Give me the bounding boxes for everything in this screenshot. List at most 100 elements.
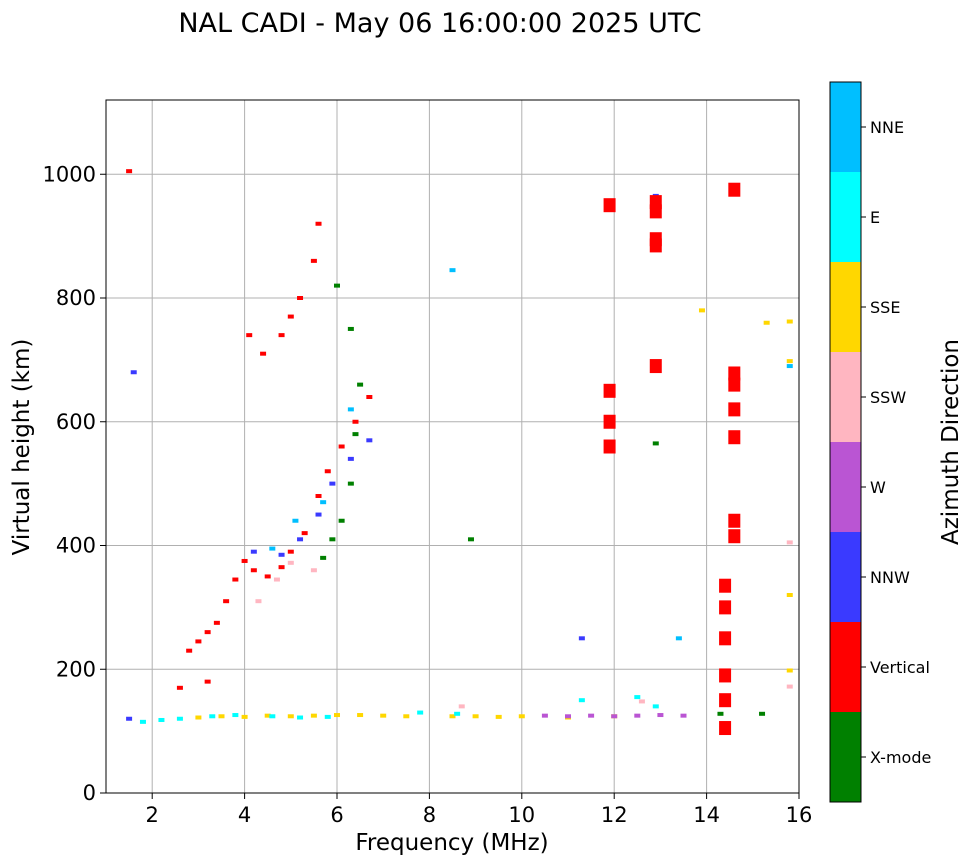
colorbar-frame [829, 81, 862, 803]
data-point [287, 714, 294, 719]
colorbar-swatch [830, 172, 861, 262]
data-point [218, 714, 225, 719]
data-point [728, 366, 741, 381]
plot-background [106, 100, 799, 793]
series-vertical [603, 195, 662, 454]
data-point [588, 713, 595, 718]
data-point [273, 577, 280, 582]
data-point [786, 593, 793, 597]
data-point [366, 395, 373, 399]
data-point [657, 713, 664, 718]
plot-area [105, 99, 800, 794]
data-point [278, 565, 285, 570]
data-point [310, 713, 317, 718]
data-point [352, 419, 359, 424]
data-point [403, 714, 410, 719]
data-point [246, 333, 253, 338]
data-point [310, 258, 317, 263]
data-point [278, 333, 285, 338]
colorbar-tick-label: NNW [870, 568, 910, 587]
data-point [287, 549, 294, 554]
data-point [195, 639, 202, 644]
data-point [541, 713, 548, 718]
y-axis: 0 200 400 600 800 1000 [43, 162, 106, 805]
data-point [652, 441, 659, 446]
y-tick-label: 1000 [43, 162, 96, 186]
data-point [728, 430, 741, 445]
data-point [352, 432, 359, 437]
data-point [634, 713, 641, 718]
data-point [250, 568, 257, 573]
chart-title: NAL CADI - May 06 16:00:00 2025 UTC [178, 8, 701, 39]
colorbar-swatch [830, 352, 861, 442]
data-point [565, 714, 571, 719]
data-point [264, 713, 271, 718]
data-point [728, 529, 741, 544]
colorbar: X-mode Vertical NNW W SSW SSE E NNE [829, 81, 931, 803]
data-point [719, 631, 732, 646]
data-point [324, 714, 331, 719]
y-axis-label: Virtual height (km) [9, 339, 35, 556]
data-point [297, 537, 304, 542]
data-point [347, 326, 354, 331]
colorbar-swatch [830, 82, 861, 172]
data-point [139, 719, 146, 724]
data-point [786, 359, 793, 364]
data-point [264, 574, 271, 579]
data-point [186, 648, 193, 653]
data-point [204, 630, 211, 635]
colorbar-label: Azimuth Direction [938, 339, 964, 545]
data-point [232, 713, 239, 718]
data-point [310, 568, 317, 573]
series-nne [269, 268, 793, 641]
data-point [195, 715, 202, 720]
data-point [638, 699, 645, 704]
data-point [518, 714, 525, 719]
data-point [719, 578, 732, 593]
data-point [347, 481, 354, 486]
data-point [334, 283, 340, 288]
x-axis-label: Frequency (MHz) [355, 830, 548, 856]
data-point [176, 685, 183, 690]
series-vertical [719, 578, 732, 736]
data-point [719, 600, 732, 615]
data-point [472, 714, 479, 719]
colorbar-tick-label: E [870, 208, 880, 227]
data-point [380, 713, 387, 718]
data-point [250, 549, 257, 554]
y-tick-label: 200 [56, 657, 96, 681]
colorbar-swatch [830, 262, 861, 352]
data-point [603, 198, 616, 213]
data-point [232, 577, 239, 582]
data-point [269, 546, 276, 551]
x-tick-label: 2 [146, 803, 159, 827]
series-w [541, 713, 687, 719]
data-point [675, 636, 682, 641]
data-point [719, 721, 732, 736]
data-point [578, 698, 585, 703]
y-tick-label: 0 [83, 781, 96, 805]
x-tick-label: 8 [423, 803, 436, 827]
data-point [728, 182, 741, 197]
data-point [329, 481, 336, 486]
data-point [366, 438, 373, 443]
colorbar-swatch [830, 712, 861, 802]
colorbar-tick-label: X-mode [870, 748, 931, 767]
data-point [260, 351, 267, 356]
data-point [241, 558, 248, 563]
data-point [320, 555, 327, 560]
data-point [329, 537, 336, 542]
data-point [652, 704, 659, 709]
data-point [458, 704, 465, 709]
data-point [649, 359, 662, 374]
colorbar-swatch [830, 622, 861, 712]
data-point [786, 684, 793, 689]
series-vertical [126, 169, 373, 690]
data-point [287, 314, 294, 319]
data-point [717, 711, 724, 716]
data-point [603, 439, 616, 454]
data-point [680, 713, 687, 718]
colorbar-swatch [830, 532, 861, 622]
series-vertical [728, 182, 741, 544]
